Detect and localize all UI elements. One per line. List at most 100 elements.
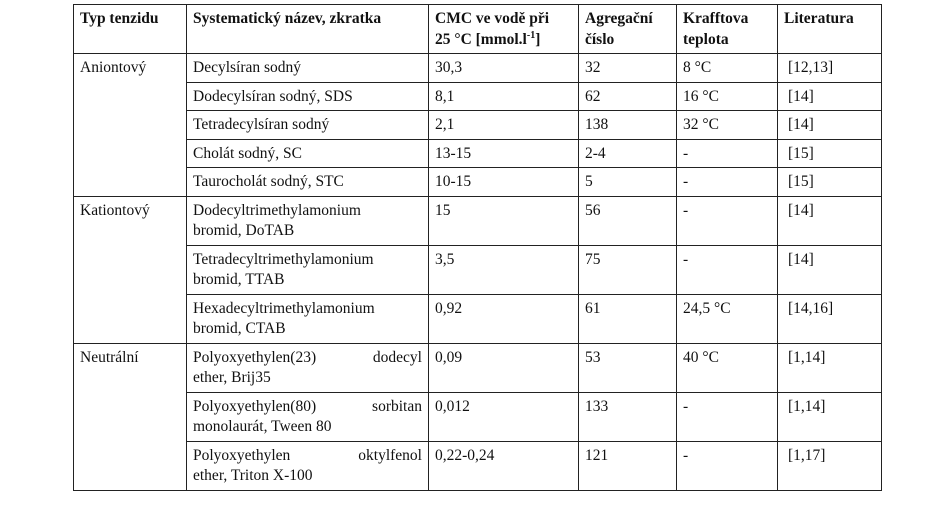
literature-cell: [1,14] <box>777 342 882 393</box>
cmc-cell: 2,1 <box>428 110 579 140</box>
systematic-name-cell: Tetradecylsíran sodný <box>186 110 429 140</box>
cmc-cell: 0,09 <box>428 342 579 393</box>
systematic-name-line: Dodecylsíran sodný, SDS <box>193 87 353 105</box>
krafft-temperature-cell: - <box>676 440 778 491</box>
table-row: Hexadecyltrimethylamonium bromid, CTAB 0,9… <box>74 293 882 344</box>
header-cmc-sup: -1 <box>526 29 536 41</box>
systematic-name-line: Hexadecyltrimethylamonium <box>193 299 375 317</box>
surfactant-type-cell: Aniontový <box>73 53 187 197</box>
header-krafft-line2: teplota <box>683 30 729 48</box>
header-cmc-line1: CMC ve vodě při <box>435 10 550 27</box>
aggregation-number-cell: 75 <box>578 244 677 295</box>
header-krafft-line1: Krafftova <box>683 10 749 27</box>
cmc-cell: 0,92 <box>428 293 579 344</box>
aggregation-number-cell: 2-4 <box>578 138 677 168</box>
literature-cell: [14,16] <box>777 293 882 344</box>
aggregation-number-cell: 61 <box>578 293 677 344</box>
table-row: Taurocholát sodný, STC 10-15 5- [15] <box>74 167 882 197</box>
systematic-name-line: Tetradecyltrimethylamonium <box>193 250 374 268</box>
krafft-temperature-cell: - <box>676 391 778 442</box>
systematic-name-cell: Polyoxyethylen(80) sorbitan monolaurát, T… <box>186 391 429 442</box>
krafft-temperature-cell: - <box>676 167 778 197</box>
header-name: Systematický název, zkratka <box>186 4 429 54</box>
systematic-name-cell: Tetradecyltrimethylamonium bromid, TTAB <box>186 244 429 295</box>
surfactant-table-container: Typ tenzidu Systematický název, zkratka … <box>73 4 882 491</box>
header-cmc: CMC ve vodě při 25 °C [mmol.l-1] <box>428 4 579 54</box>
systematic-name-line: Cholát sodný, SC <box>193 144 302 162</box>
aggregation-number-cell: 5 <box>578 167 677 197</box>
systematic-name-line: bromid, TTAB <box>193 271 285 288</box>
table-row: Cholát sodný, SC 13-15 2-4- [15] <box>74 138 882 168</box>
cmc-cell: 3,5 <box>428 244 579 295</box>
table-row: Neutrální Polyoxyethylen(23) dodecyl ether… <box>73 342 882 491</box>
cmc-cell: 10-15 <box>428 167 579 197</box>
table-row: Aniontový Decylsíran sodný 30,3 32 8 °C [12,1… <box>73 53 882 197</box>
literature-cell: [1,17] <box>777 440 882 491</box>
krafft-temperature-cell: - <box>676 138 778 168</box>
aggregation-number-cell: 133 <box>578 391 677 442</box>
table-row: Polyoxyethylen(80) sorbitan monolaurát, T… <box>74 391 882 442</box>
krafft-temperature-cell: - <box>676 195 778 246</box>
systematic-name-line: ether, Triton X-100 <box>193 467 313 484</box>
header-row: Typ tenzidu Systematický název, zkratka … <box>73 4 882 54</box>
aggregation-number-cell: 62 <box>578 81 677 111</box>
header-agg-line2: číslo <box>585 30 615 48</box>
systematic-name-line: bromid, DoTAB <box>193 222 295 239</box>
header-agg-line1: Agregační <box>585 10 653 27</box>
cmc-cell: 30,3 <box>428 53 579 83</box>
literature-cell: [14] <box>777 195 882 246</box>
systematic-name-line: Taurocholát sodný, STC <box>193 173 344 190</box>
krafft-temperature-cell: 16 °C <box>676 81 778 111</box>
literature-cell: [14] <box>777 81 882 111</box>
surfactant-type-cell: Kationtový <box>73 195 187 344</box>
literature-cell: [15] <box>777 167 882 197</box>
krafft-temperature-cell: 40 °C <box>676 342 778 393</box>
literature-cell: [15] <box>777 138 882 168</box>
table-row: Tetradecylsíran sodný 2,1 138 32 °C [14] <box>74 110 882 140</box>
surfactant-table: Typ tenzidu Systematický název, zkratka … <box>73 4 882 491</box>
table-body: Aniontový Decylsíran sodný 30,3 32 8 °C [12,1… <box>73 53 882 491</box>
table-row: Tetradecyltrimethylamonium bromid, TTAB 3,… <box>74 244 882 295</box>
systematic-name-line: Tetradecylsíran sodný <box>193 116 330 133</box>
systematic-name-line: bromid, CTAB <box>193 320 286 337</box>
header-krafft: Krafftova teplota <box>676 4 778 54</box>
cmc-cell: 0,012 <box>428 391 579 442</box>
cmc-cell: 8,1 <box>428 81 579 111</box>
aggregation-number-cell: 138 <box>578 110 677 140</box>
systematic-name-line: Polyoxyethylen oktylfenol <box>193 446 422 464</box>
systematic-name-cell: Polyoxyethylen(23) dodecyl ether, Brij35 <box>186 342 429 393</box>
table-row: Dodecylsíran sodný, SDS 8,1 62 16 °C [14] <box>74 81 882 111</box>
literature-cell: [14] <box>777 244 882 295</box>
systematic-name-cell: Dodecyltrimethylamonium bromid, DoTAB <box>186 195 429 246</box>
systematic-name-line: Decylsíran sodný <box>193 59 302 76</box>
surfactant-type-cell: Neutrální <box>73 342 187 491</box>
aggregation-number-cell: 32 <box>578 53 677 83</box>
aggregation-number-cell: 121 <box>578 440 677 491</box>
systematic-name-line: Polyoxyethylen(80) sorbitan <box>193 397 422 415</box>
systematic-name-cell: Polyoxyethylen oktylfenol ether, Triton X… <box>186 440 429 491</box>
systematic-name-cell: Hexadecyltrimethylamonium bromid, CTAB <box>186 293 429 344</box>
header-type: Typ tenzidu <box>73 4 187 54</box>
aggregation-number-cell: 56 <box>578 195 677 246</box>
header-lit: Literatura <box>777 4 882 54</box>
krafft-temperature-cell: 8 °C <box>676 53 778 83</box>
systematic-name-line: ether, Brij35 <box>193 369 271 386</box>
cmc-cell: 15 <box>428 195 579 246</box>
cmc-cell: 13-15 <box>428 138 579 168</box>
krafft-temperature-cell: 32 °C <box>676 110 778 140</box>
krafft-temperature-cell: - <box>676 244 778 295</box>
literature-cell: [1,14] <box>777 391 882 442</box>
systematic-name-line: monolaurát, Tween 80 <box>193 418 332 435</box>
systematic-name-cell: Dodecylsíran sodný, SDS <box>186 81 429 111</box>
header-cmc-close: ] <box>535 30 541 48</box>
literature-cell: [12,13] <box>777 53 882 83</box>
krafft-temperature-cell: 24,5 °C <box>676 293 778 344</box>
table-row: Polyoxyethylen oktylfenol ether, Triton X… <box>74 440 882 491</box>
cmc-cell: 0,22-0,24 <box>428 440 579 491</box>
header-cmc-unit: 25 °C [mmol.l <box>435 30 527 48</box>
systematic-name-line: Dodecyltrimethylamonium <box>193 201 361 219</box>
header-cmc-line2: 25 °C [mmol.l-1] <box>435 29 541 48</box>
header-agg: Agregační číslo <box>578 4 677 54</box>
literature-cell: [14] <box>777 110 882 140</box>
systematic-name-line: Polyoxyethylen(23) dodecyl <box>193 348 422 366</box>
